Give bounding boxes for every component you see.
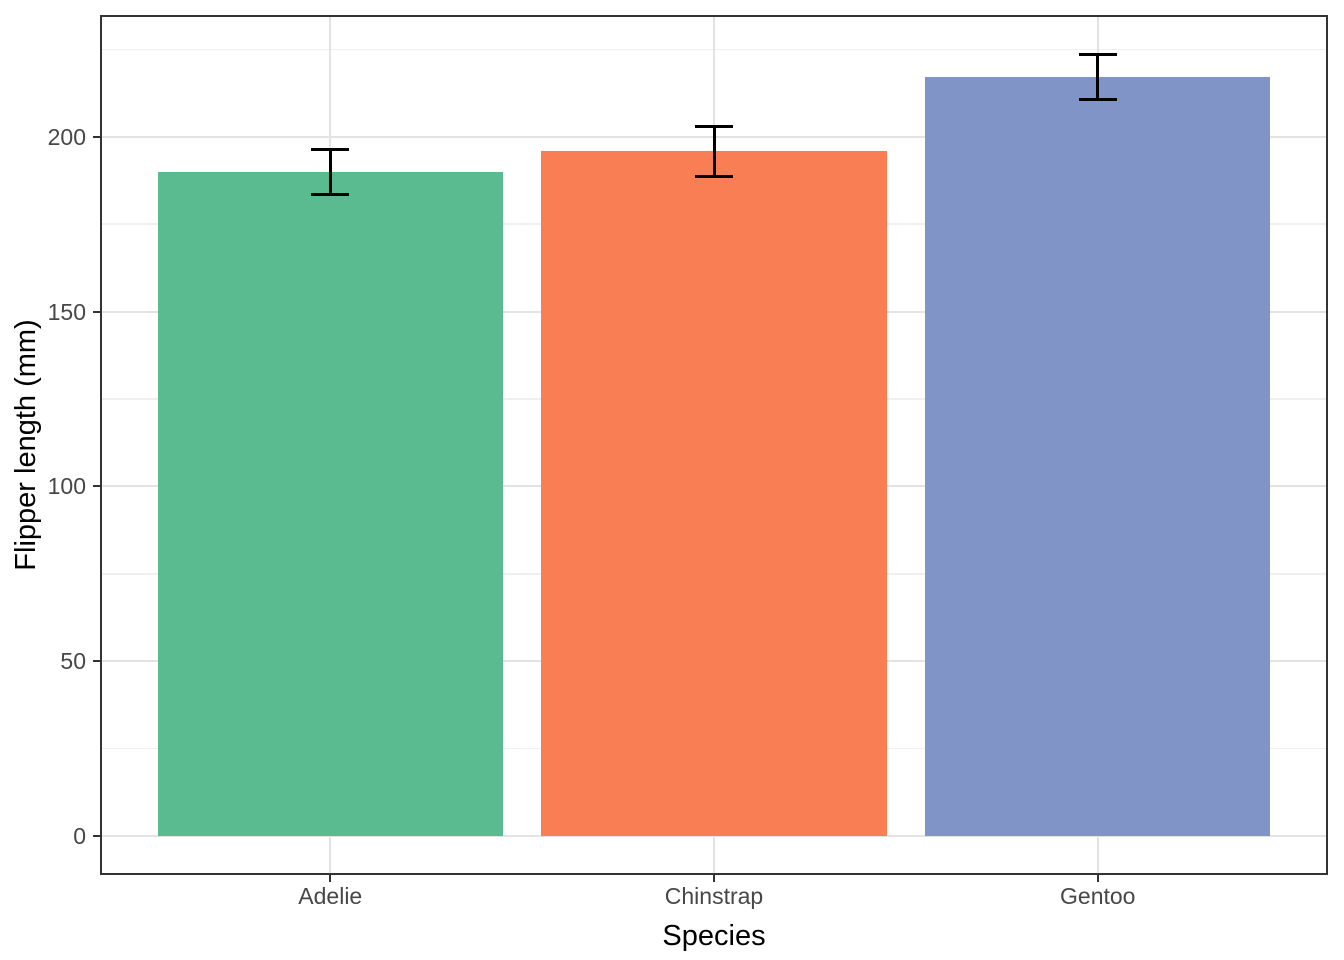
y-axis-title: Flipper length (mm) — [10, 319, 42, 571]
x-tick-label-gentoo: Gentoo — [1060, 883, 1136, 909]
bar-chinstrap — [541, 151, 887, 836]
error-bar-stem-gentoo — [1096, 54, 1100, 100]
x-axis-tick — [329, 875, 332, 882]
y-tick-label: 200 — [47, 123, 86, 150]
y-tick-label: 0 — [73, 822, 86, 849]
error-bar-cap-top-adelie — [311, 147, 350, 151]
error-bar-cap-top-gentoo — [1078, 52, 1117, 56]
x-axis-tick — [713, 875, 715, 882]
bar-adelie — [157, 171, 503, 836]
error-bar-cap-bottom-chinstrap — [694, 174, 734, 178]
y-tick-label: 100 — [47, 473, 86, 500]
y-axis-tick — [93, 485, 100, 488]
y-axis-tick — [93, 660, 100, 663]
x-tick-label-chinstrap: Chinstrap — [664, 883, 764, 909]
x-axis-title: Species — [662, 920, 766, 952]
error-bar-cap-bottom-adelie — [311, 193, 350, 197]
error-bar-stem-adelie — [328, 149, 332, 195]
y-axis-tick — [93, 135, 100, 138]
y-axis-tick — [93, 834, 100, 837]
y-axis-tick — [93, 310, 100, 313]
error-bar-stem-chinstrap — [712, 126, 716, 177]
plot-panel — [100, 15, 1328, 875]
x-tick-label-adelie: Adelie — [298, 883, 363, 909]
y-tick-label: 50 — [60, 648, 86, 675]
y-tick-label: 150 — [47, 298, 86, 325]
x-axis-tick — [1096, 875, 1099, 882]
error-bar-cap-top-chinstrap — [694, 125, 734, 128]
error-bar-cap-bottom-gentoo — [1078, 97, 1117, 101]
bar-gentoo — [925, 76, 1271, 836]
